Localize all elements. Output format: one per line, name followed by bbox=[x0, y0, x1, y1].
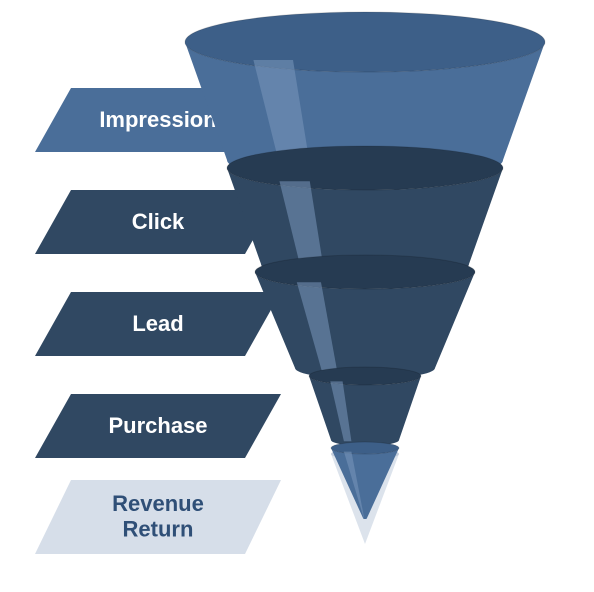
funnel-svg: Impression Click Lead Purchase RevenueReturn bbox=[0, 0, 594, 592]
label-plate-lead: Lead bbox=[35, 292, 281, 356]
label-text-revenue-line1: Return bbox=[123, 516, 194, 541]
label-text-revenue-line0: Revenue bbox=[112, 491, 204, 516]
label-text-click: Click bbox=[132, 209, 185, 234]
label-text-impression: Impression bbox=[99, 107, 216, 132]
label-plate-revenue: RevenueReturn bbox=[35, 480, 281, 554]
label-text-purchase: Purchase bbox=[108, 413, 207, 438]
funnel-diagram: Impression Click Lead Purchase RevenueReturn bbox=[0, 0, 594, 592]
label-text-lead: Lead bbox=[132, 311, 183, 336]
label-plate-purchase: Purchase bbox=[35, 394, 281, 458]
